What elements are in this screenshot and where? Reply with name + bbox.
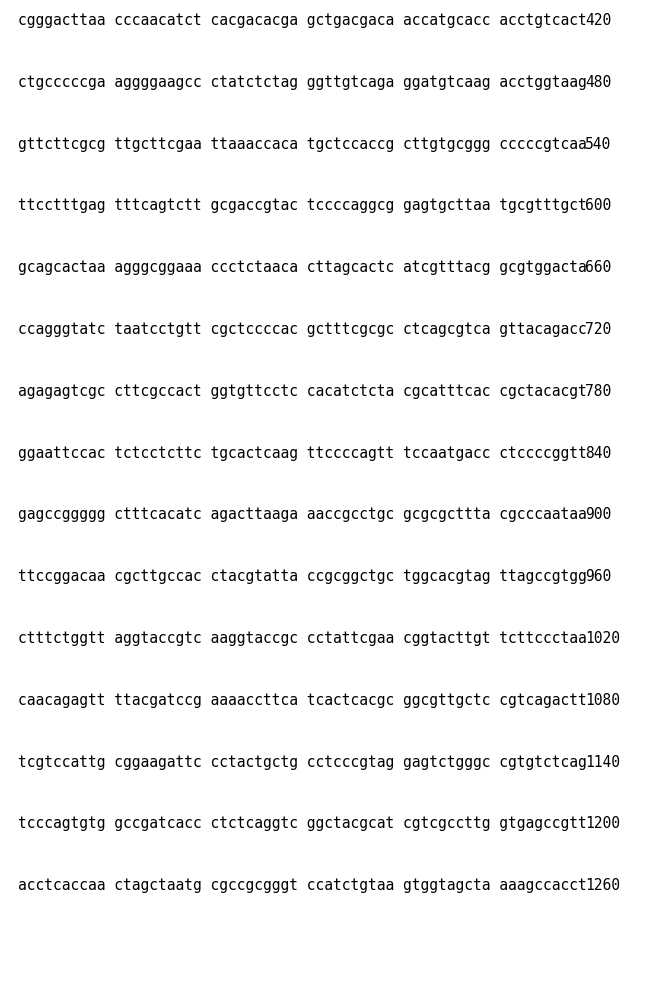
Text: 960: 960 — [585, 569, 611, 584]
Text: 840: 840 — [585, 446, 611, 461]
Text: tcgtccattg cggaagattc cctactgctg cctcccgtag gagtctgggc cgtgtctcag: tcgtccattg cggaagattc cctactgctg cctcccg… — [18, 755, 587, 770]
Text: gagccggggg ctttcacatc agacttaaga aaccgcctgc gcgcgcttta cgcccaataa: gagccggggg ctttcacatc agacttaaga aaccgcc… — [18, 507, 587, 522]
Text: 420: 420 — [585, 13, 611, 28]
Text: gttcttcgcg ttgcttcgaa ttaaaccaca tgctccaccg cttgtgcggg cccccgtcaa: gttcttcgcg ttgcttcgaa ttaaaccaca tgctcca… — [18, 137, 587, 152]
Text: ggaattccac tctcctcttc tgcactcaag ttccccagtt tccaatgacc ctccccggtt: ggaattccac tctcctcttc tgcactcaag ttcccca… — [18, 446, 587, 461]
Text: acctcaccaa ctagctaatg cgccgcgggt ccatctgtaa gtggtagcta aaagccacct: acctcaccaa ctagctaatg cgccgcgggt ccatctg… — [18, 878, 587, 893]
Text: 1260: 1260 — [585, 878, 620, 893]
Text: 1080: 1080 — [585, 693, 620, 708]
Text: 1020: 1020 — [585, 631, 620, 646]
Text: 480: 480 — [585, 75, 611, 90]
Text: 720: 720 — [585, 322, 611, 337]
Text: 780: 780 — [585, 384, 611, 399]
Text: ctgcccccga aggggaagcc ctatctctag ggttgtcaga ggatgtcaag acctggtaag: ctgcccccga aggggaagcc ctatctctag ggttgtc… — [18, 75, 587, 90]
Text: 540: 540 — [585, 137, 611, 152]
Text: ccagggtatc taatcctgtt cgctccccac gctttcgcgc ctcagcgtca gttacagacc: ccagggtatc taatcctgtt cgctccccac gctttcg… — [18, 322, 587, 337]
Text: tcccagtgtg gccgatcacc ctctcaggtc ggctacgcat cgtcgccttg gtgagccgtt: tcccagtgtg gccgatcacc ctctcaggtc ggctacg… — [18, 816, 587, 831]
Text: ttcctttgag tttcagtctt gcgaccgtac tccccaggcg gagtgcttaa tgcgtttgct: ttcctttgag tttcagtctt gcgaccgtac tccccag… — [18, 198, 587, 213]
Text: 660: 660 — [585, 260, 611, 275]
Text: 1200: 1200 — [585, 816, 620, 831]
Text: agagagtcgc cttcgccact ggtgttcctc cacatctcta cgcatttcac cgctacacgt: agagagtcgc cttcgccact ggtgttcctc cacatct… — [18, 384, 587, 399]
Text: caacagagtt ttacgatccg aaaaccttca tcactcacgc ggcgttgctc cgtcagactt: caacagagtt ttacgatccg aaaaccttca tcactca… — [18, 693, 587, 708]
Text: ctttctggtt aggtaccgtc aaggtaccgc cctattcgaa cggtacttgt tcttccctaa: ctttctggtt aggtaccgtc aaggtaccgc cctattc… — [18, 631, 587, 646]
Text: gcagcactaa agggcggaaa ccctctaaca cttagcactc atcgtttacg gcgtggacta: gcagcactaa agggcggaaa ccctctaaca cttagca… — [18, 260, 587, 275]
Text: ttccggacaa cgcttgccac ctacgtatta ccgcggctgc tggcacgtag ttagccgtgg: ttccggacaa cgcttgccac ctacgtatta ccgcggc… — [18, 569, 587, 584]
Text: 600: 600 — [585, 198, 611, 213]
Text: cgggacttaa cccaacatct cacgacacga gctgacgaca accatgcacc acctgtcact: cgggacttaa cccaacatct cacgacacga gctgacg… — [18, 13, 587, 28]
Text: 1140: 1140 — [585, 755, 620, 770]
Text: 900: 900 — [585, 507, 611, 522]
